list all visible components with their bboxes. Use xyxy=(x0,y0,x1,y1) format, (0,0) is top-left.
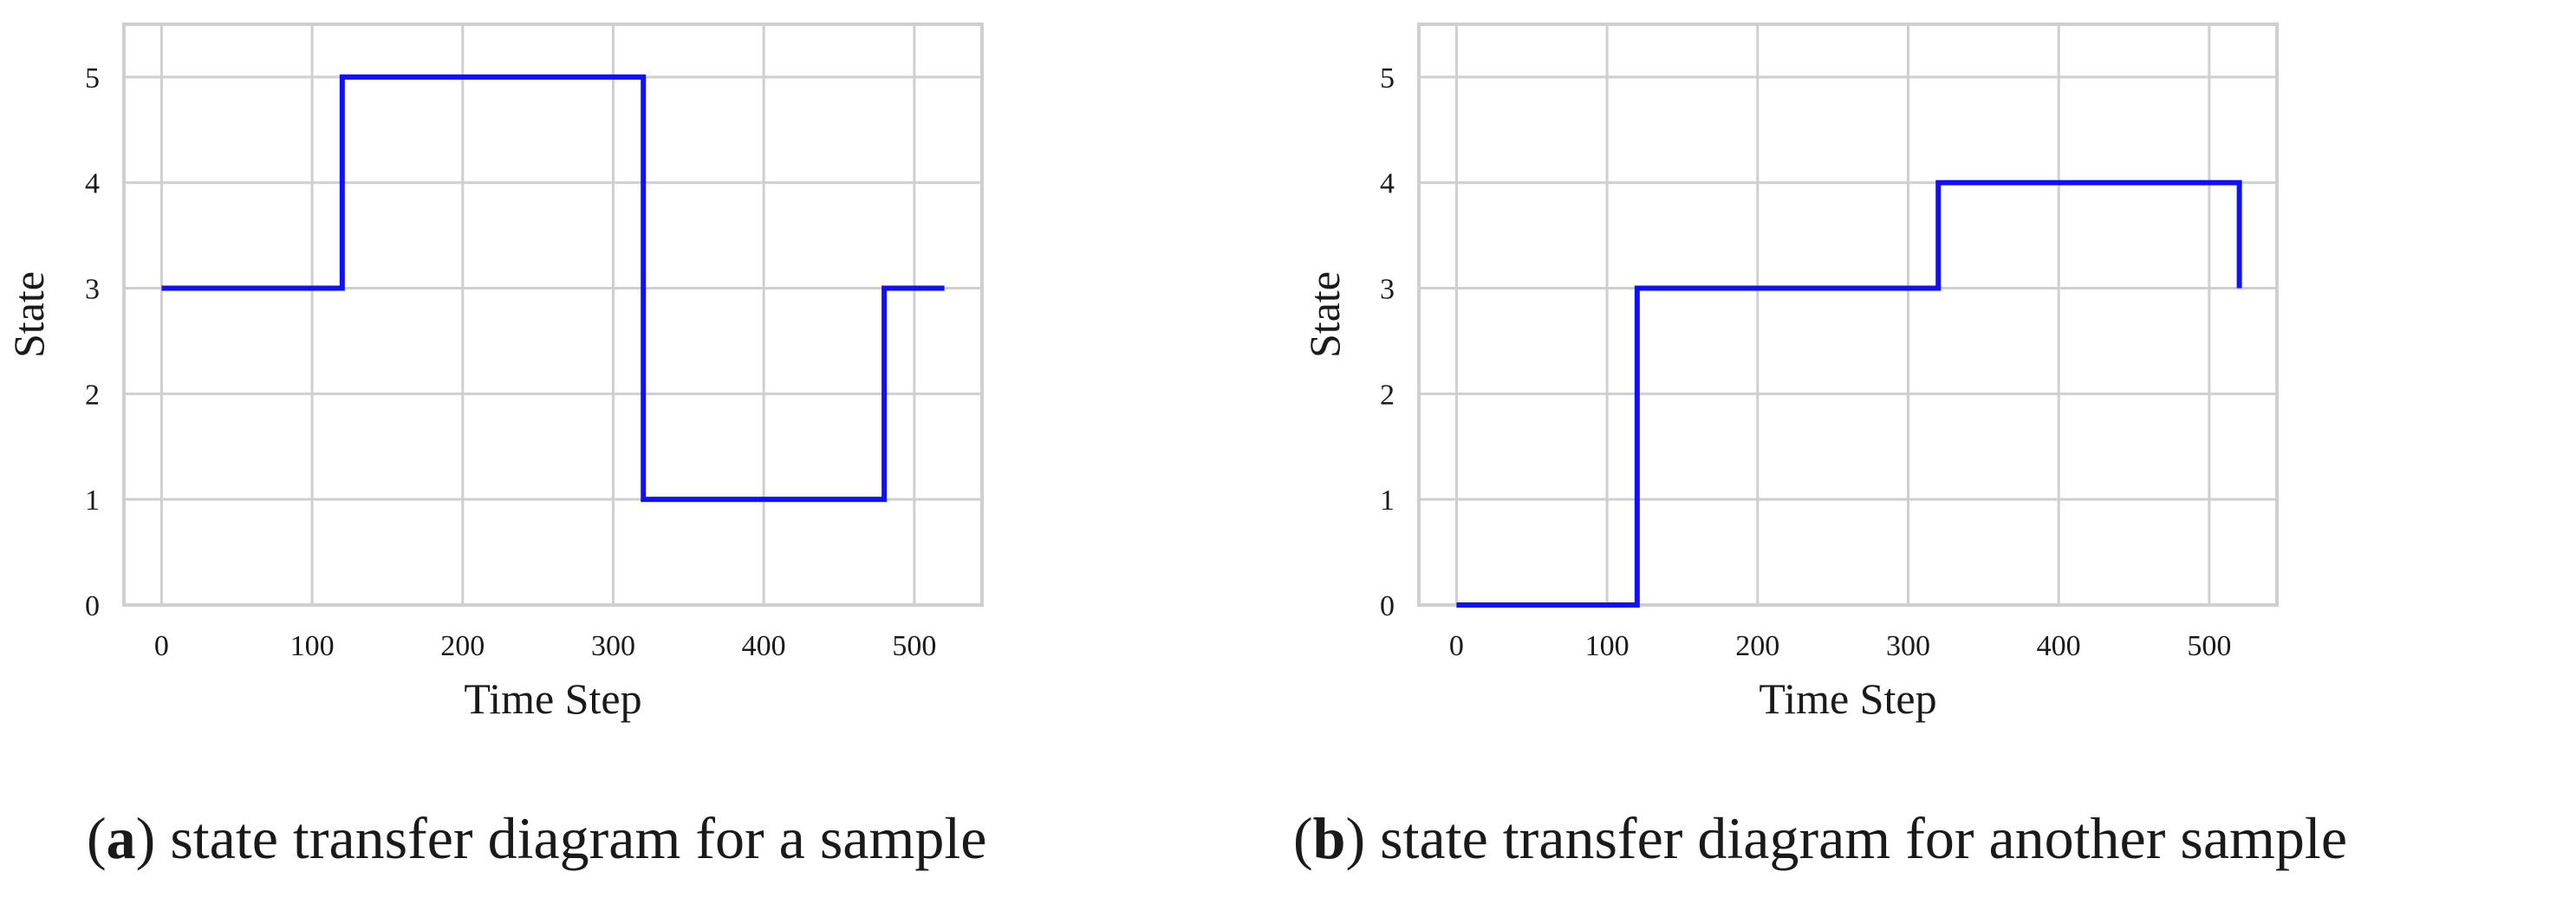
y-tick-label: 5 xyxy=(85,62,100,94)
x-tick-label: 300 xyxy=(1886,630,1930,662)
caption-letter: b xyxy=(1313,805,1346,871)
x-tick-label: 300 xyxy=(591,630,635,662)
x-tick-label: 100 xyxy=(1585,630,1630,662)
panel-caption: (b) state transfer diagram for another s… xyxy=(1293,805,2347,871)
x-tick-label: 200 xyxy=(440,630,485,662)
panel-b: 0 100 200 300 400 500 0 1 2 3 4 5 Time Step State (b) … xyxy=(1293,23,2347,871)
caption-text: state transfer diagram for a sample xyxy=(155,805,986,871)
y-tick-label: 0 xyxy=(1380,590,1395,622)
y-axis-label: State xyxy=(4,271,53,358)
y-axis-label: State xyxy=(1300,271,1349,358)
x-tick-label: 200 xyxy=(1735,630,1779,662)
x-tick-label: 0 xyxy=(1449,630,1464,662)
plot-frame xyxy=(122,23,984,607)
y-tick-label: 4 xyxy=(1380,168,1395,200)
plot-frame xyxy=(1417,23,2279,607)
y-tick-label: 3 xyxy=(1380,274,1395,306)
x-tick-label: 500 xyxy=(2187,630,2231,662)
x-tick-label: 0 xyxy=(154,630,169,662)
x-tick-label: 400 xyxy=(2037,630,2081,662)
step-series-line xyxy=(1456,179,2242,608)
x-tick-label: 100 xyxy=(290,630,335,662)
caption-letter: a xyxy=(107,805,136,871)
y-tick-label: 1 xyxy=(85,485,100,517)
caption-paren-close: ) xyxy=(136,805,156,871)
y-tick-label: 3 xyxy=(85,274,100,306)
y-tick-label: 0 xyxy=(85,590,100,622)
panel-a: 0 100 200 300 400 500 0 1 2 3 4 5 Time Step State (a) … xyxy=(4,23,986,871)
panel-caption: (a) state transfer diagram for a sample xyxy=(87,805,986,871)
y-tick-label: 2 xyxy=(85,379,100,411)
y-tick-label: 4 xyxy=(85,168,100,200)
caption-paren-close: ) xyxy=(1345,805,1365,871)
caption-text: state transfer diagram for another sampl… xyxy=(1365,805,2347,871)
x-tick-label: 400 xyxy=(742,630,786,662)
y-tick-label: 2 xyxy=(1380,379,1395,411)
x-axis-label: Time Step xyxy=(464,674,641,723)
y-tick-label: 5 xyxy=(1380,62,1395,94)
y-tick-label: 1 xyxy=(1380,485,1395,517)
caption-paren-open: ( xyxy=(1293,805,1313,871)
x-tick-label: 500 xyxy=(892,630,936,662)
x-axis-label: Time Step xyxy=(1759,674,1936,723)
caption-paren-open: ( xyxy=(87,805,107,871)
step-series-line xyxy=(161,74,945,503)
